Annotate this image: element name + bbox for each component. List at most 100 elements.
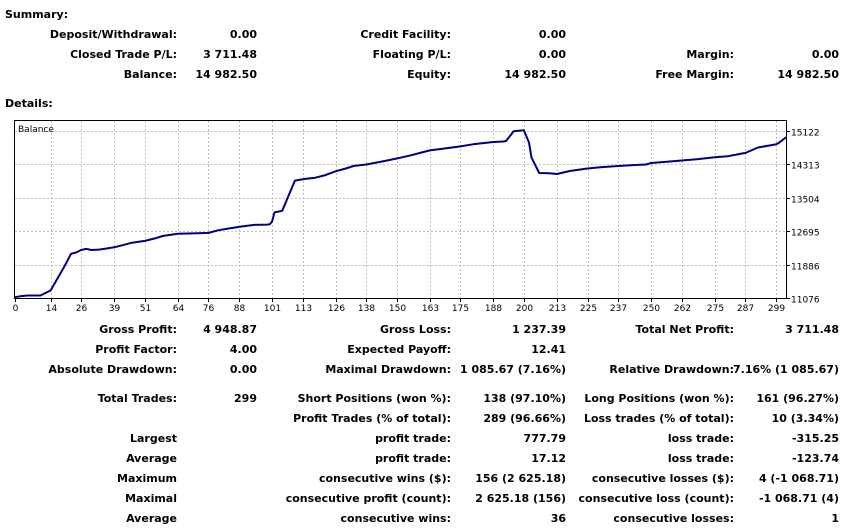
- x-tick-label: 175: [452, 304, 469, 314]
- long-positions-value: 161 (96.27%): [756, 392, 839, 405]
- free-margin-value: 14 982.50: [777, 68, 839, 81]
- long-positions-label: Long Positions (won %):: [584, 392, 734, 405]
- y-tick-label: 13504: [791, 196, 820, 206]
- y-tick-label: 14313: [791, 162, 820, 172]
- x-tick-label: 188: [485, 304, 502, 314]
- x-tick-label: 237: [610, 304, 627, 314]
- credit-facility-value: 0.00: [538, 28, 566, 41]
- x-tick-label: 150: [389, 304, 406, 314]
- floating-pl-label: Floating P/L:: [372, 48, 451, 61]
- total-net-profit-value: 3 711.48: [785, 323, 839, 336]
- margin-value: 0.00: [811, 48, 839, 61]
- balance-label: Balance:: [123, 68, 177, 81]
- chart-grid: [15, 121, 786, 298]
- maximal-drawdown-label: Maximal Drawdown:: [325, 363, 451, 376]
- y-tick-label: 11076: [791, 296, 820, 306]
- y-tick-label: 11886: [791, 263, 820, 273]
- largest-profit-label: profit trade:: [375, 432, 451, 445]
- chart-x-axis: 0 14 26 39 51 64 76 88 101 113 126 138 150 163 175 188 2…: [13, 298, 785, 314]
- details-title: Details:: [5, 97, 53, 110]
- x-tick-label: 163: [422, 304, 439, 314]
- maximum-loss-value: 4 (-1 068.71): [758, 472, 839, 485]
- total-trades-label: Total Trades:: [97, 392, 177, 405]
- x-tick-label: 200: [516, 304, 533, 314]
- absolute-drawdown-label: Absolute Drawdown:: [48, 363, 177, 376]
- average-consecutive-wins-value: 36: [550, 512, 566, 525]
- x-tick-label: 250: [643, 304, 660, 314]
- total-trades-value: 299: [234, 392, 257, 405]
- x-tick-label: 39: [109, 304, 121, 314]
- absolute-drawdown-value: 0.00: [229, 363, 257, 376]
- gross-profit-label: Gross Profit:: [99, 323, 177, 336]
- average-profit-label: profit trade:: [375, 452, 451, 465]
- maximal-label: Maximal: [125, 492, 177, 505]
- x-tick-label: 275: [707, 304, 724, 314]
- x-tick-label: 225: [580, 304, 597, 314]
- largest-loss-value: -315.25: [791, 432, 839, 445]
- short-positions-label: Short Positions (won %):: [297, 392, 451, 405]
- maximal-loss-value: -1 068.71 (4): [758, 492, 839, 505]
- maximum-profit-value: 156 (2 625.18): [475, 472, 566, 485]
- maximal-profit-label: consecutive profit (count):: [285, 492, 451, 505]
- maximum-label: Maximum: [117, 472, 177, 485]
- average-loss-label: loss trade:: [667, 452, 734, 465]
- gross-profit-value: 4 948.87: [203, 323, 257, 336]
- x-tick-label: 262: [674, 304, 691, 314]
- gross-loss-label: Gross Loss:: [380, 323, 451, 336]
- x-tick-label: 299: [768, 304, 785, 314]
- chart-plot-area: [14, 120, 787, 299]
- relative-drawdown-label: Relative Drawdown:: [609, 363, 734, 376]
- x-tick-label: 76: [203, 304, 215, 314]
- gross-loss-value: 1 237.39: [512, 323, 566, 336]
- chart-legend-balance: Balance: [18, 125, 54, 135]
- chart-y-axis: 15122 14313 13504 12695 11886 11076: [786, 129, 820, 306]
- balance-series-line: [14, 129, 787, 299]
- average-consecutive-losses-value: 1: [831, 512, 839, 525]
- largest-label: Largest: [130, 432, 177, 445]
- average-consecutive-losses-label: consecutive losses:: [613, 512, 734, 525]
- x-tick-label: 64: [173, 304, 185, 314]
- expected-payoff-label: Expected Payoff:: [347, 343, 451, 356]
- average-consecutive-wins-label: consecutive wins:: [340, 512, 451, 525]
- x-tick-label: 287: [737, 304, 754, 314]
- average-loss-value: -123.74: [791, 452, 839, 465]
- margin-label: Margin:: [686, 48, 734, 61]
- maximum-loss-label: consecutive losses ($):: [591, 472, 734, 485]
- x-tick-label: 101: [264, 304, 281, 314]
- largest-loss-label: loss trade:: [667, 432, 734, 445]
- average-label: Average: [126, 452, 177, 465]
- x-tick-label: 0: [13, 304, 19, 314]
- deposit-withdrawal-value: 0.00: [229, 28, 257, 41]
- profit-factor-label: Profit Factor:: [95, 343, 177, 356]
- x-tick-label: 126: [328, 304, 345, 314]
- summary-title: Summary:: [5, 8, 69, 21]
- loss-trades-value: 10 (3.34%): [771, 412, 839, 425]
- x-tick-label: 138: [358, 304, 375, 314]
- x-tick-label: 113: [295, 304, 312, 314]
- free-margin-label: Free Margin:: [655, 68, 734, 81]
- deposit-withdrawal-label: Deposit/Withdrawal:: [49, 28, 177, 41]
- loss-trades-label: Loss trades (% of total):: [583, 412, 734, 425]
- profit-trades-value: 289 (96.66%): [483, 412, 566, 425]
- closed-trade-pl-label: Closed Trade P/L:: [70, 48, 177, 61]
- maximal-profit-value: 2 625.18 (156): [475, 492, 566, 505]
- y-tick-label: 12695: [791, 229, 820, 239]
- x-tick-label: 26: [76, 304, 88, 314]
- equity-value: 14 982.50: [504, 68, 566, 81]
- balance-chart: 15122 14313 13504 12695 11886 11076 0 14 26 39 51…: [13, 120, 820, 314]
- x-tick-label: 88: [234, 304, 246, 314]
- largest-profit-value: 777.79: [523, 432, 566, 445]
- short-positions-value: 138 (97.10%): [483, 392, 566, 405]
- total-net-profit-label: Total Net Profit:: [635, 323, 735, 336]
- y-tick-label: 15122: [791, 129, 820, 139]
- closed-trade-pl-value: 3 711.48: [203, 48, 257, 61]
- equity-label: Equity:: [407, 68, 451, 81]
- maximal-loss-label: consecutive loss (count):: [578, 492, 734, 505]
- average-profit-value: 17.12: [531, 452, 566, 465]
- floating-pl-value: 0.00: [538, 48, 566, 61]
- maximum-profit-label: consecutive wins ($):: [318, 472, 451, 485]
- profit-factor-value: 4.00: [229, 343, 257, 356]
- expected-payoff-value: 12.41: [531, 343, 566, 356]
- x-tick-label: 213: [549, 304, 566, 314]
- maximal-drawdown-value: 1 085.67 (7.16%): [460, 363, 566, 376]
